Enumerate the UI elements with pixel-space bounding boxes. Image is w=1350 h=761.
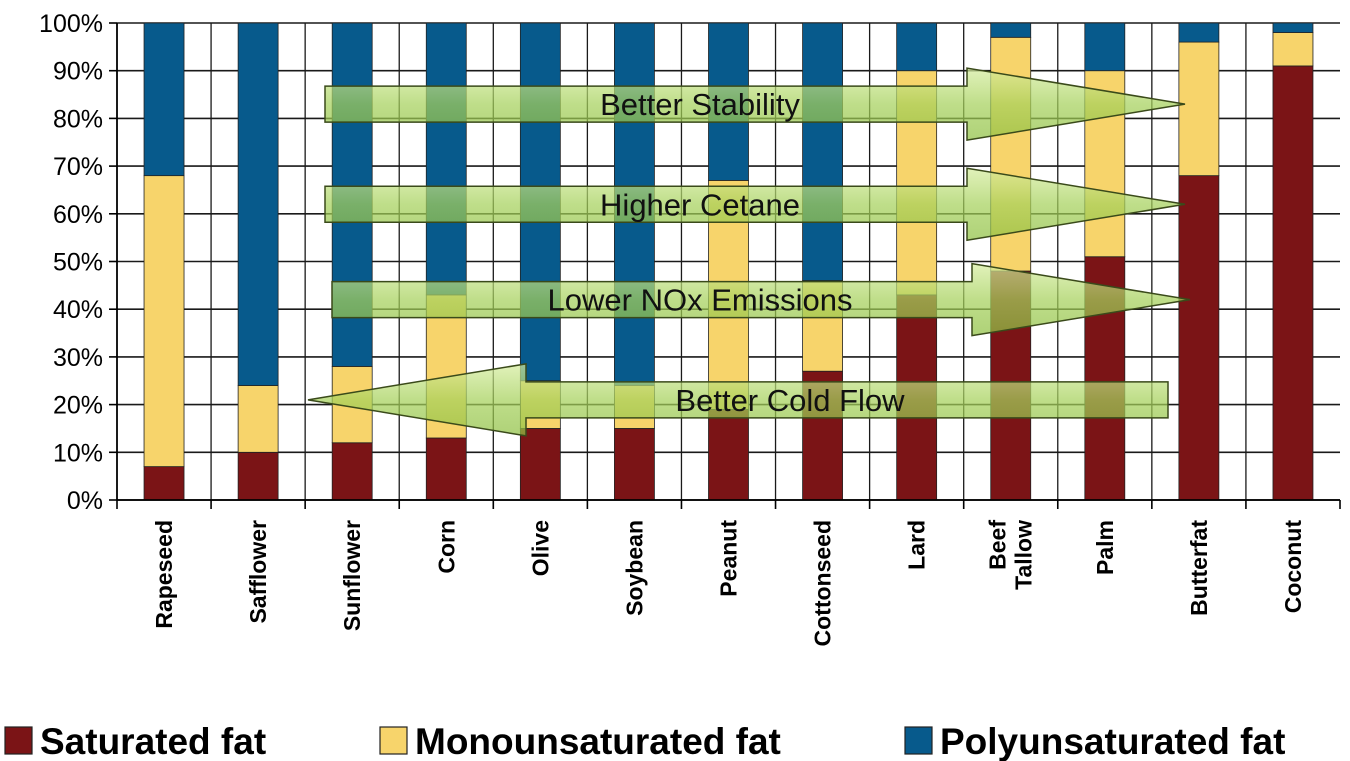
y-tick-label: 20%: [53, 392, 103, 420]
x-tick-label-group: Rapeseed: [151, 520, 177, 629]
y-tick-label: 70%: [53, 153, 103, 181]
x-tick-label-group: Cottonseed: [810, 520, 836, 647]
bar-segment-1: [519, 428, 561, 501]
bar-segment-3: [990, 22, 1032, 38]
x-tick-label: Peanut: [716, 520, 742, 597]
x-tick-label-group: Corn: [433, 520, 459, 574]
axes: [109, 22, 1341, 509]
legend: Saturated fat Monounsaturated fat Polyunsa…: [4, 721, 1285, 761]
bar-segment-3: [237, 22, 279, 386]
bar-segment-1: [1178, 175, 1220, 501]
annotation-label: Higher Cetane: [600, 187, 800, 222]
bar-segment-2: [143, 175, 185, 468]
bar-segment-1: [143, 466, 185, 501]
bar-segment-3: [896, 22, 938, 72]
bar-segment-2: [1272, 32, 1314, 67]
x-tick-label: Coconut: [1280, 520, 1306, 614]
bar-segment-3: [425, 22, 467, 296]
x-tick-label-group: BeefTallow: [985, 520, 1037, 590]
y-tick-label: 40%: [53, 296, 103, 324]
annotation-arrow: [324, 167, 1186, 242]
annotation-label: Better Stability: [600, 87, 800, 122]
x-tick-label: BeefTallow: [985, 520, 1037, 590]
x-tick-label: Cottonseed: [810, 520, 836, 647]
y-tick-label: 50%: [53, 249, 103, 277]
bar-segment-1: [237, 451, 279, 501]
bar-segment-1: [425, 437, 467, 501]
bar-segment-1: [614, 428, 655, 501]
x-tick-label-group: Sunflower: [339, 520, 365, 631]
x-tick-label-group: Butterfat: [1186, 520, 1212, 616]
x-tick-label: Sunflower: [339, 520, 365, 631]
bar-segment-1: [708, 408, 749, 501]
bar-segment-1: [1272, 65, 1314, 501]
bar-segment-3: [1084, 22, 1126, 72]
x-tick-label-group: Soybean: [621, 520, 647, 616]
bar-segment-2: [237, 385, 279, 453]
x-tick-label: Lard: [904, 520, 930, 570]
legend-swatch: [379, 726, 408, 755]
y-tick-label: 60%: [53, 201, 103, 229]
legend-swatch: [4, 726, 33, 755]
x-tick-label: Butterfat: [1186, 520, 1212, 616]
legend-swatch: [904, 726, 933, 755]
legend-label: Polyunsaturated fat: [940, 721, 1285, 761]
x-tick-label-line: Beef: [985, 520, 1011, 570]
y-tick-label: 0%: [67, 487, 103, 515]
y-tick-label: 80%: [53, 105, 103, 133]
y-tick-label: 90%: [53, 58, 103, 86]
y-tick-label: 30%: [53, 344, 103, 372]
x-tick-label: Rapeseed: [151, 520, 177, 629]
y-axis-ticks: 0% 10% 20% 30% 40% 50% 60% 70% 80% 90% 100%: [39, 10, 103, 515]
annotation-arrow: [307, 362, 1169, 437]
annotation-arrows: Better Stability Higher Cetane Lower NOx E…: [307, 67, 1191, 437]
x-tick-label-group: Lard: [904, 520, 930, 570]
x-tick-label-group: Safflower: [245, 520, 271, 624]
legend-label: Monounsaturated fat: [415, 721, 781, 761]
bar-segment-3: [143, 22, 185, 177]
x-tick-label-group: Coconut: [1280, 520, 1306, 614]
annotation-arrow: [324, 67, 1186, 141]
x-tick-label: Soybean: [621, 520, 647, 616]
x-tick-label: Safflower: [245, 520, 271, 624]
x-tick-label: Corn: [433, 520, 459, 574]
bar-segment-3: [802, 22, 843, 281]
x-tick-label: Olive: [527, 520, 553, 576]
annotation-label: Better Cold Flow: [675, 383, 905, 418]
legend-label: Saturated fat: [40, 721, 266, 761]
x-tick-label-line: Tallow: [1011, 520, 1037, 590]
annotation-label: Lower NOx Emissions: [548, 283, 853, 318]
y-tick-label: 10%: [53, 439, 103, 467]
x-tick-label-group: Peanut: [716, 520, 742, 597]
y-tick-label: 100%: [39, 10, 103, 38]
bar-segment-3: [1178, 22, 1220, 43]
x-tick-label: Palm: [1092, 520, 1118, 575]
x-tick-label-group: Olive: [527, 520, 553, 576]
bar-segment-2: [1178, 41, 1220, 177]
bar-segment-3: [1272, 22, 1314, 33]
x-tick-label-group: Palm: [1092, 520, 1118, 575]
bar-segment-1: [331, 442, 373, 501]
annotation-arrow: [331, 262, 1191, 337]
x-axis-ticks: Rapeseed Safflower Sunflower Corn Olive Soybe…: [151, 520, 1306, 647]
